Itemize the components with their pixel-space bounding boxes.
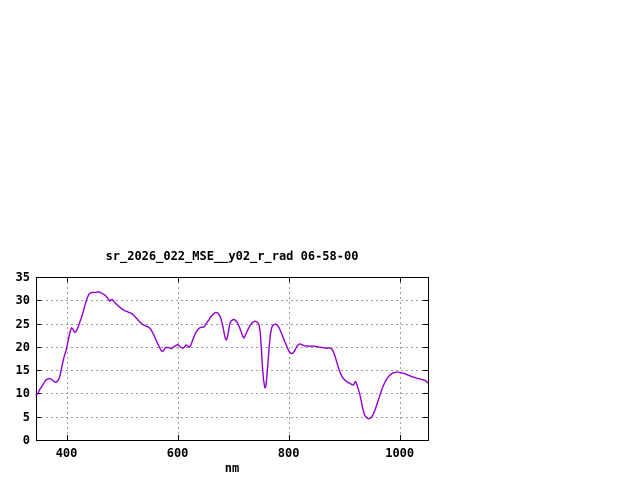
y-tick-label: 30 <box>15 293 30 308</box>
x-tick-label: 600 <box>166 446 189 460</box>
x-tick-label: 400 <box>55 446 78 460</box>
y-tick-label: 0 <box>22 433 30 447</box>
y-tick-label: 20 <box>15 339 30 354</box>
x-tick-label: 800 <box>277 446 300 460</box>
x-axis-label: nm <box>224 461 240 475</box>
plot-border <box>36 277 429 441</box>
y-tick-label: 5 <box>22 409 30 424</box>
chart-title: sr_2026_022_MSE__y02_r_rad 06-58-00 <box>105 249 359 263</box>
x-tick-label: 1000 <box>385 446 415 460</box>
y-tick-label: 10 <box>15 386 30 401</box>
y-tick-label: 35 <box>15 270 30 284</box>
spectrum-curve <box>35 291 429 420</box>
grid-lines <box>36 277 428 440</box>
axis-ticks <box>36 277 428 440</box>
y-tick-label: 25 <box>15 316 30 331</box>
y-tick-label: 15 <box>15 363 30 378</box>
